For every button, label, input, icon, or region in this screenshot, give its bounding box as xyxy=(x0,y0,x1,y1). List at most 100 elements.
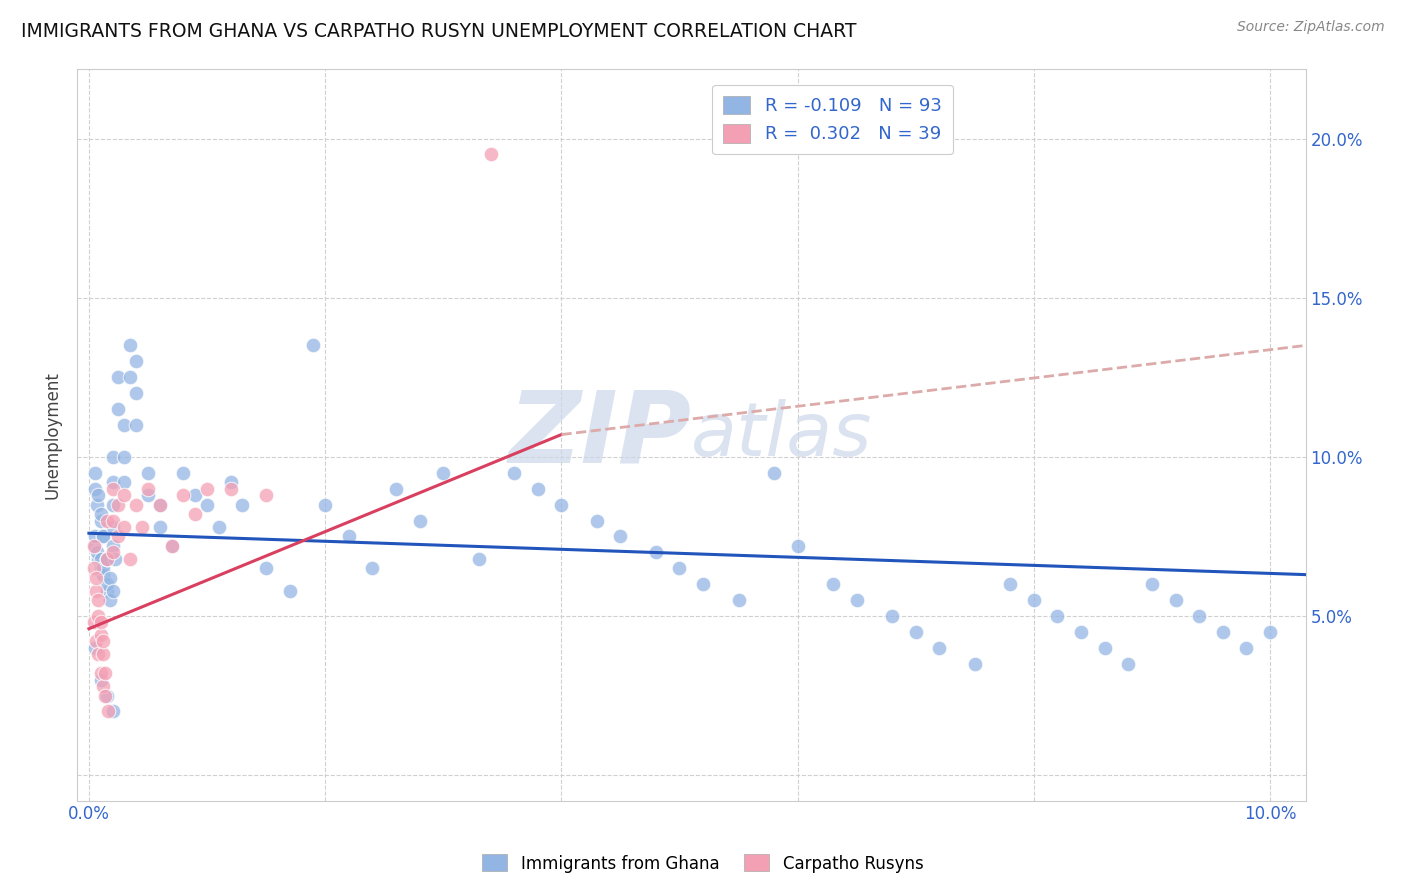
Text: IMMIGRANTS FROM GHANA VS CARPATHO RUSYN UNEMPLOYMENT CORRELATION CHART: IMMIGRANTS FROM GHANA VS CARPATHO RUSYN … xyxy=(21,22,856,41)
Point xyxy=(97,705,120,719)
Point xyxy=(96,514,118,528)
Text: atlas: atlas xyxy=(692,399,873,471)
Point xyxy=(101,539,124,553)
Point xyxy=(136,488,159,502)
Point xyxy=(1022,593,1045,607)
Point xyxy=(526,482,548,496)
Point xyxy=(125,354,148,368)
Point xyxy=(1236,640,1258,655)
Point xyxy=(112,488,135,502)
Point xyxy=(83,539,105,553)
Point xyxy=(385,482,408,496)
Point xyxy=(609,529,631,543)
Point xyxy=(84,583,107,598)
Point xyxy=(96,583,118,598)
Point xyxy=(83,466,105,480)
Point xyxy=(112,450,135,464)
Point xyxy=(96,551,118,566)
Point xyxy=(107,402,129,417)
Point xyxy=(91,567,114,582)
Point xyxy=(86,545,108,559)
Point xyxy=(96,551,118,566)
Point xyxy=(87,593,110,607)
Point xyxy=(91,529,114,543)
Point xyxy=(278,583,301,598)
Point xyxy=(87,647,110,661)
Point xyxy=(467,551,489,566)
Point xyxy=(101,545,124,559)
Point xyxy=(149,498,172,512)
Point xyxy=(668,561,690,575)
Point xyxy=(136,466,159,480)
Point xyxy=(107,529,129,543)
Point xyxy=(84,571,107,585)
Point xyxy=(120,551,142,566)
Point xyxy=(83,529,105,543)
Point xyxy=(87,488,110,502)
Point xyxy=(131,520,153,534)
Point xyxy=(120,370,142,384)
Point xyxy=(1188,609,1211,624)
Point xyxy=(195,498,218,512)
Point xyxy=(96,551,118,566)
Point xyxy=(904,624,927,639)
Text: Source: ZipAtlas.com: Source: ZipAtlas.com xyxy=(1237,20,1385,34)
Point xyxy=(1046,609,1069,624)
Point xyxy=(880,609,903,624)
Point xyxy=(302,338,325,352)
Point xyxy=(184,507,207,521)
Point xyxy=(94,666,117,681)
Point xyxy=(112,520,135,534)
Point xyxy=(101,583,124,598)
Point xyxy=(83,640,105,655)
Point xyxy=(112,475,135,490)
Point xyxy=(90,551,112,566)
Point xyxy=(149,520,172,534)
Point xyxy=(1094,640,1116,655)
Point xyxy=(928,640,950,655)
Point xyxy=(160,539,183,553)
Point xyxy=(160,539,183,553)
Point xyxy=(90,514,112,528)
Point xyxy=(361,561,384,575)
Point xyxy=(83,615,105,630)
Point xyxy=(90,507,112,521)
Point xyxy=(96,577,118,591)
Point xyxy=(90,673,112,687)
Point xyxy=(479,147,502,161)
Point xyxy=(585,514,607,528)
Point xyxy=(786,539,808,553)
Point xyxy=(91,634,114,648)
Point xyxy=(219,475,242,490)
Point xyxy=(83,539,105,553)
Point xyxy=(91,529,114,543)
Point xyxy=(90,615,112,630)
Legend: R = -0.109   N = 93, R =  0.302   N = 39: R = -0.109 N = 93, R = 0.302 N = 39 xyxy=(713,85,952,154)
Y-axis label: Unemployment: Unemployment xyxy=(44,371,60,499)
Point xyxy=(644,545,666,559)
Point xyxy=(821,577,844,591)
Point xyxy=(83,561,105,575)
Point xyxy=(963,657,986,671)
Point xyxy=(692,577,714,591)
Point xyxy=(219,482,242,496)
Point xyxy=(84,634,107,648)
Point xyxy=(90,628,112,642)
Point xyxy=(83,482,105,496)
Point xyxy=(172,488,194,502)
Point xyxy=(503,466,526,480)
Point xyxy=(1258,624,1281,639)
Point xyxy=(195,482,218,496)
Point xyxy=(91,647,114,661)
Point xyxy=(101,475,124,490)
Point xyxy=(136,482,159,496)
Point xyxy=(208,520,231,534)
Point xyxy=(408,514,430,528)
Point xyxy=(86,498,108,512)
Point xyxy=(107,370,129,384)
Point xyxy=(1212,624,1234,639)
Point xyxy=(125,386,148,401)
Legend: Immigrants from Ghana, Carpatho Rusyns: Immigrants from Ghana, Carpatho Rusyns xyxy=(475,847,931,880)
Point xyxy=(104,551,127,566)
Point xyxy=(125,498,148,512)
